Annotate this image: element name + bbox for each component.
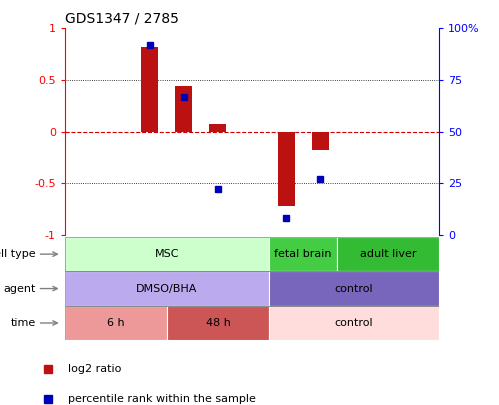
Bar	[65, 306, 439, 340]
Bar	[65, 271, 269, 306]
Text: log2 ratio: log2 ratio	[68, 364, 121, 374]
Text: GDS1347 / 2785: GDS1347 / 2785	[65, 12, 179, 26]
Bar	[269, 271, 439, 306]
Text: 6 h: 6 h	[107, 318, 125, 328]
Bar	[167, 306, 269, 340]
Text: 48 h: 48 h	[206, 318, 231, 328]
Text: agent: agent	[3, 284, 36, 294]
Bar	[269, 306, 439, 340]
Bar	[65, 306, 167, 340]
Bar	[337, 237, 439, 271]
Text: control: control	[335, 318, 373, 328]
Bar	[65, 237, 439, 271]
Text: fetal brain: fetal brain	[274, 249, 332, 259]
Text: DMSO/BHA: DMSO/BHA	[136, 284, 198, 294]
Bar	[141, 47, 158, 132]
Text: percentile rank within the sample: percentile rank within the sample	[68, 394, 256, 403]
Bar	[277, 132, 294, 206]
Text: adult liver: adult liver	[360, 249, 416, 259]
Bar	[176, 86, 193, 132]
Text: control: control	[335, 284, 373, 294]
Text: time: time	[10, 318, 36, 328]
Bar	[65, 237, 269, 271]
Bar	[210, 124, 227, 132]
Bar	[311, 132, 328, 150]
Text: MSC: MSC	[155, 249, 179, 259]
Text: cell type: cell type	[0, 249, 36, 259]
Bar	[269, 237, 337, 271]
Bar	[65, 271, 439, 306]
